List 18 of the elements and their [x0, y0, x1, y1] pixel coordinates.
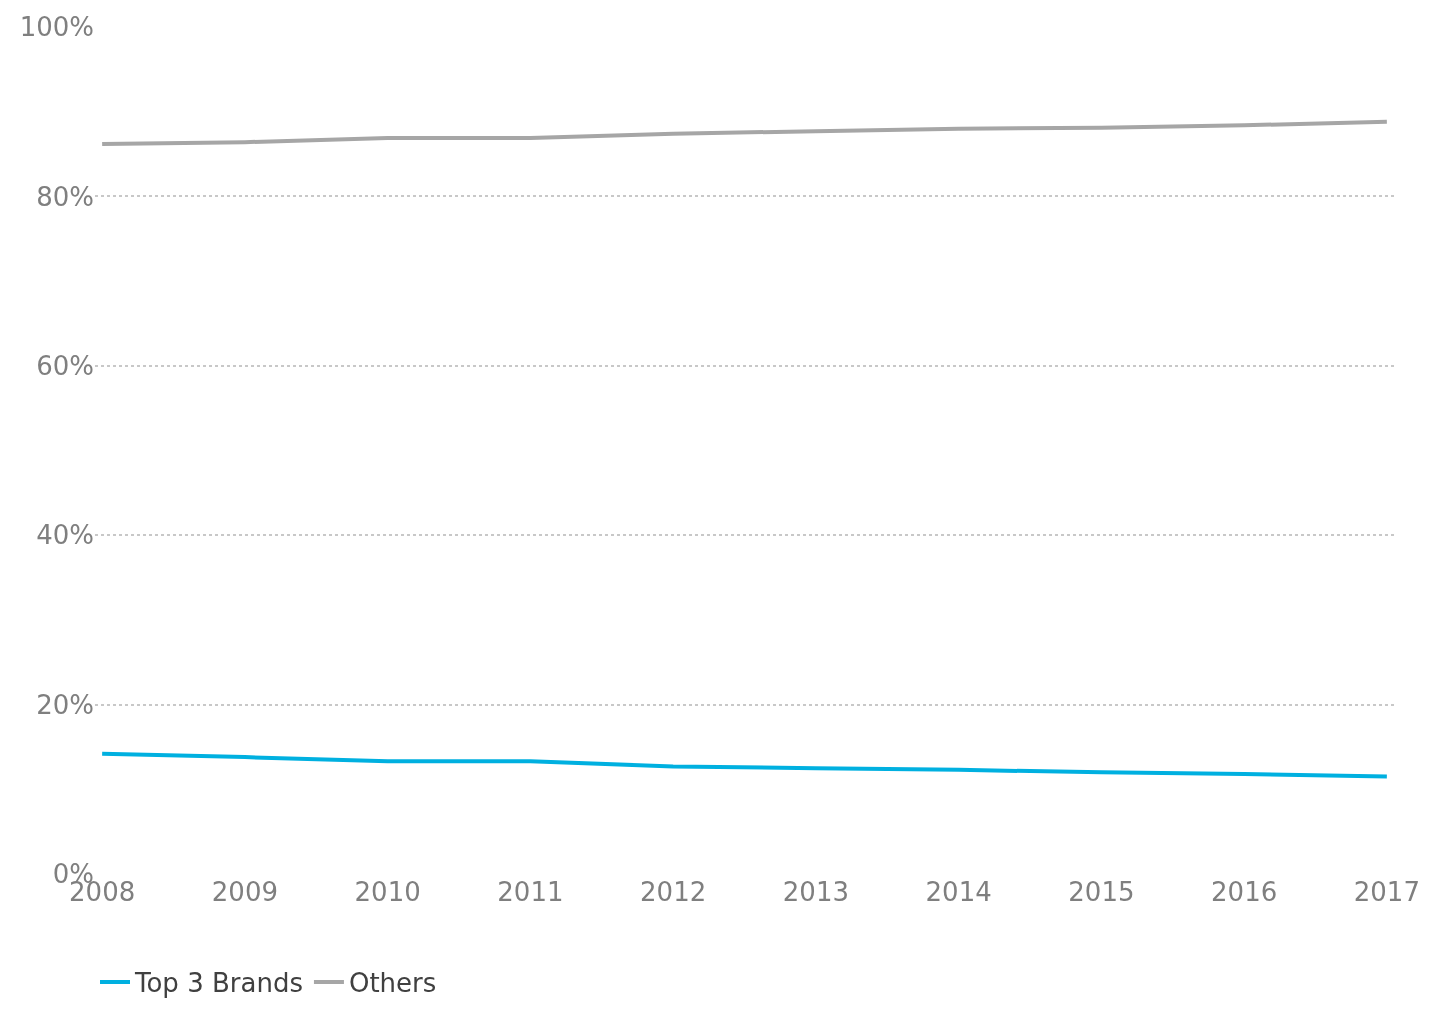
y-tick-label: 40% [36, 520, 94, 551]
legend-label: Others [348, 968, 437, 999]
line-series [100, 119, 1389, 146]
x-tick-label: 2014 [925, 877, 992, 907]
x-tick-label: 2013 [782, 877, 849, 907]
legend-label: Top 3 Brands [134, 968, 303, 999]
line-series [100, 751, 1389, 779]
y-tick-label: 20% [36, 689, 94, 720]
x-tick-label: 2016 [1211, 877, 1278, 907]
y-tick-label: 60% [36, 350, 94, 381]
y-tick-label: 80% [36, 181, 94, 212]
y-tick-label: 100% [19, 12, 94, 43]
x-tick-label: 2012 [640, 877, 707, 907]
x-tick-label: 2010 [354, 877, 421, 907]
x-tick-label: 2009 [211, 877, 278, 907]
x-tick-label: 2011 [497, 877, 564, 907]
x-tick-label: 2017 [1353, 877, 1420, 907]
x-tick-label: 2015 [1068, 877, 1135, 907]
